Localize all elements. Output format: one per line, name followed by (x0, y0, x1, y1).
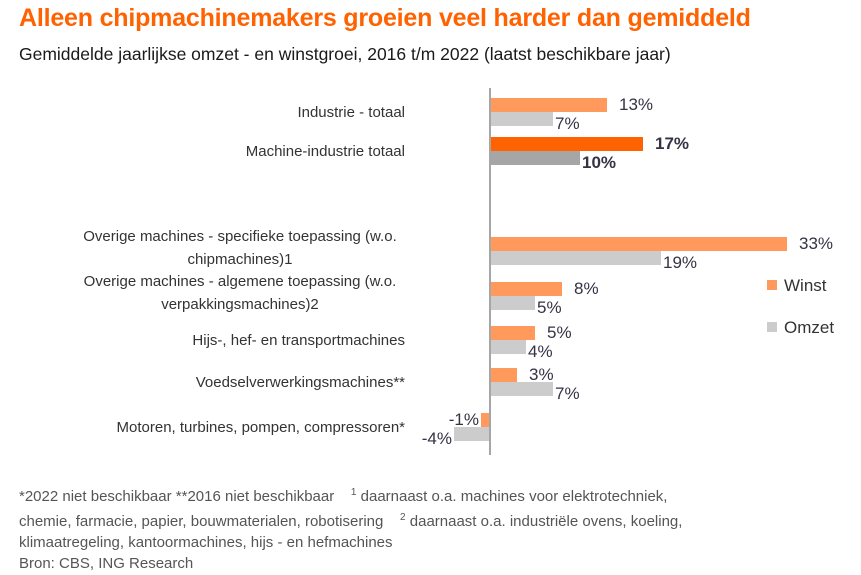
footnote-2-text: daarnaast o.a. industriële ovens, koelin… (405, 513, 683, 530)
chart-subtitle: Gemiddelde jaarlijkse omzet - en winstgr… (19, 44, 671, 64)
footnote-marker-1: 1 (350, 487, 357, 498)
bar-winst (490, 137, 643, 151)
legend-label-winst: Winst (784, 276, 827, 295)
footnote-1-text: daarnaast o.a. machines voor elektrotech… (356, 488, 668, 505)
bar-omzet (490, 296, 535, 310)
value-label-winst: 3% (529, 365, 554, 384)
legend-swatch-omzet (767, 322, 777, 332)
value-label-winst: -1% (449, 410, 479, 429)
bar-omzet (490, 151, 580, 165)
source-note: Bron: CBS, ING Research (19, 555, 194, 572)
footnote-1-text-cont: chemie, farmacie, papier, bouwmaterialen… (19, 513, 384, 530)
footnote-marker-2: 2 (400, 512, 406, 523)
bar-winst (490, 98, 607, 112)
category-label: verpakkingsmachines)2 (161, 296, 319, 313)
category-label: Industrie - totaal (297, 104, 405, 121)
value-label-omzet: 4% (528, 342, 553, 361)
category-label: Overige machines - algemene toepassing (… (84, 273, 397, 290)
category-label: Voedselverwerkingsmachines** (196, 374, 405, 391)
value-label-winst: 8% (574, 279, 599, 298)
value-label-omzet: 7% (555, 384, 580, 403)
value-label-omzet: 5% (537, 298, 562, 317)
value-label-omzet: 10% (582, 153, 616, 172)
bar-omzet (454, 427, 490, 441)
category-label: Motoren, turbines, pompen, compressoren* (117, 419, 406, 436)
chart-title: Alleen chipmachinemakers groeien veel ha… (19, 4, 751, 32)
bar-omzet (490, 112, 553, 126)
category-label: Overige machines - specifieke toepassing… (83, 228, 396, 245)
legend-swatch-winst (767, 280, 777, 290)
footnote-availability: *2022 niet beschikbaar **2016 niet besch… (19, 488, 335, 505)
value-label-winst: 17% (655, 134, 689, 153)
value-label-omzet: -4% (422, 429, 452, 448)
value-label-winst: 5% (547, 323, 572, 342)
legend-label-omzet: Omzet (784, 318, 834, 337)
bar-winst (490, 282, 562, 296)
bar-winst (490, 368, 517, 382)
value-label-winst: 13% (619, 95, 653, 114)
category-label: chipmachines)1 (187, 251, 292, 268)
bar-winst (490, 237, 787, 251)
bar-winst (490, 326, 535, 340)
footnote-2-text-cont: klimaatregeling, kantoormachines, hijs -… (19, 534, 393, 551)
value-label-omzet: 19% (663, 253, 697, 272)
value-label-omzet: 7% (555, 114, 580, 133)
bar-omzet (490, 382, 553, 396)
category-label: Machine-industrie totaal (246, 143, 405, 160)
category-label: Hijs-, hef- en transportmachines (192, 332, 405, 349)
bar-omzet (490, 251, 661, 265)
bar-omzet (490, 340, 526, 354)
value-label-winst: 33% (799, 234, 833, 253)
bar-chart: Industrie - totaal 13% 7% Machine-industrie… (83, 88, 834, 455)
bar-winst (481, 413, 490, 427)
footnotes: *2022 niet beschikbaar **2016 niet besch… (19, 482, 849, 574)
